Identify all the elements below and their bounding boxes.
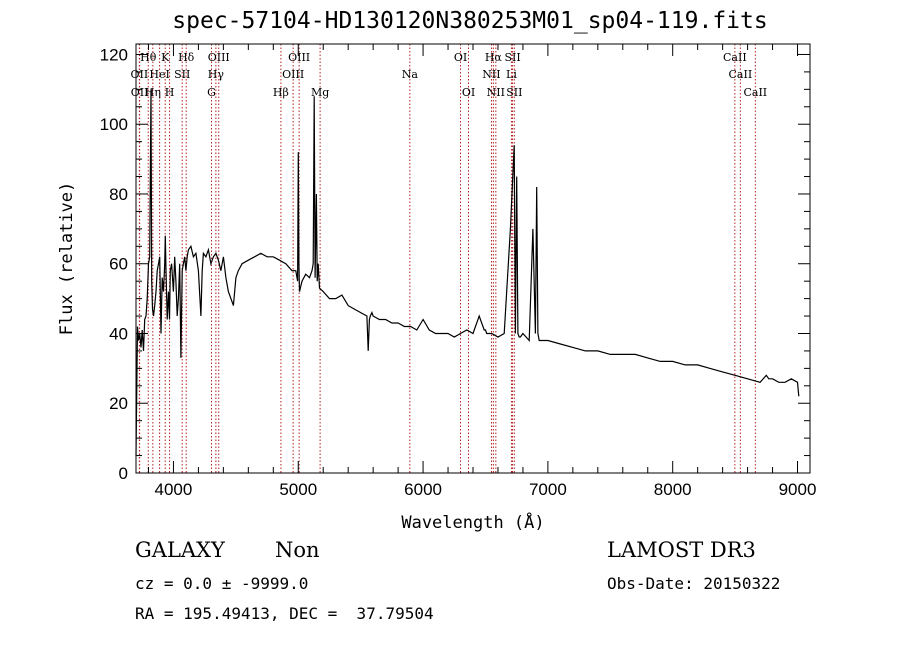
object-class: GALAXY [135, 538, 225, 562]
line-marker-label: OII [131, 86, 149, 99]
line-marker-label: K [161, 51, 170, 64]
line-marker-label: OII [131, 68, 149, 81]
line-marker-label: CaII [723, 51, 747, 64]
line-marker-labels: OII OII Hθ Hη HeI K H Hδ SII OIII Hγ G Hβ OIII OIII Mg N… [131, 51, 768, 99]
y-tick-label: 80 [109, 185, 128, 204]
line-marker-label: Hθ [140, 51, 157, 64]
survey-name: LAMOST DR3 [607, 538, 756, 562]
line-marker-label: NII [487, 86, 505, 99]
x-tick-label: 5000 [279, 480, 317, 499]
line-marker-label: OIII [208, 51, 230, 64]
y-tick-label: 100 [100, 115, 128, 134]
x-axis-label: Wavelength (Å) [401, 511, 544, 533]
line-marker-label: H [165, 86, 175, 99]
x-tick-label: 9000 [779, 480, 817, 499]
line-marker-label: OIII [282, 68, 304, 81]
line-marker-label: HeI [149, 68, 169, 81]
y-tick-label: 60 [109, 255, 128, 274]
line-marker-label: Hη [145, 86, 161, 99]
line-marker-label: CaII [729, 68, 753, 81]
line-marker-label: Na [402, 68, 419, 81]
line-marker-label: Li [506, 68, 517, 81]
y-tick-label: 40 [109, 324, 128, 343]
object-subclass: Non [275, 538, 320, 562]
y-tick-label: 20 [109, 394, 128, 413]
obs-date: Obs-Date: 20150322 [607, 574, 781, 593]
y-tick-label: 120 [100, 45, 128, 64]
x-tick-label: 6000 [404, 480, 442, 499]
chart-title: spec-57104-HD130120N380253M01_sp04-119.f… [172, 8, 768, 34]
y-axis: 0 20 40 60 80 100 120 [100, 45, 810, 483]
spectrum-line [135, 89, 800, 456]
line-markers [138, 44, 756, 473]
line-marker-label: Mg [311, 86, 329, 99]
line-marker-label: OI [454, 51, 467, 64]
line-marker-label: G [207, 86, 216, 99]
line-marker-label: CaII [743, 86, 767, 99]
line-marker-label: Hα [485, 51, 503, 64]
line-marker-label: NII [482, 68, 500, 81]
line-marker-label: SII [174, 68, 190, 81]
line-marker-label: Hγ [208, 68, 225, 81]
y-tick-label: 0 [119, 464, 128, 483]
line-marker-label: OI [462, 86, 475, 99]
line-marker-label: SII [506, 86, 522, 99]
redshift-text: cz = 0.0 ± -9999.0 [135, 574, 309, 593]
y-axis-label: Flux (relative) [57, 182, 77, 336]
ra-dec-text: RA = 195.49413, DEC = 37.79504 [135, 604, 434, 623]
line-marker-label: SII [504, 51, 520, 64]
line-marker-label: OIII [288, 51, 310, 64]
line-marker-label: Hδ [178, 51, 195, 64]
line-marker-label: Hβ [273, 86, 289, 99]
x-tick-label: 4000 [155, 480, 193, 499]
x-tick-label: 8000 [654, 480, 692, 499]
x-tick-label: 7000 [529, 480, 567, 499]
x-axis: 4000 5000 6000 7000 8000 9000 [147, 44, 817, 499]
plot-frame [135, 43, 811, 474]
